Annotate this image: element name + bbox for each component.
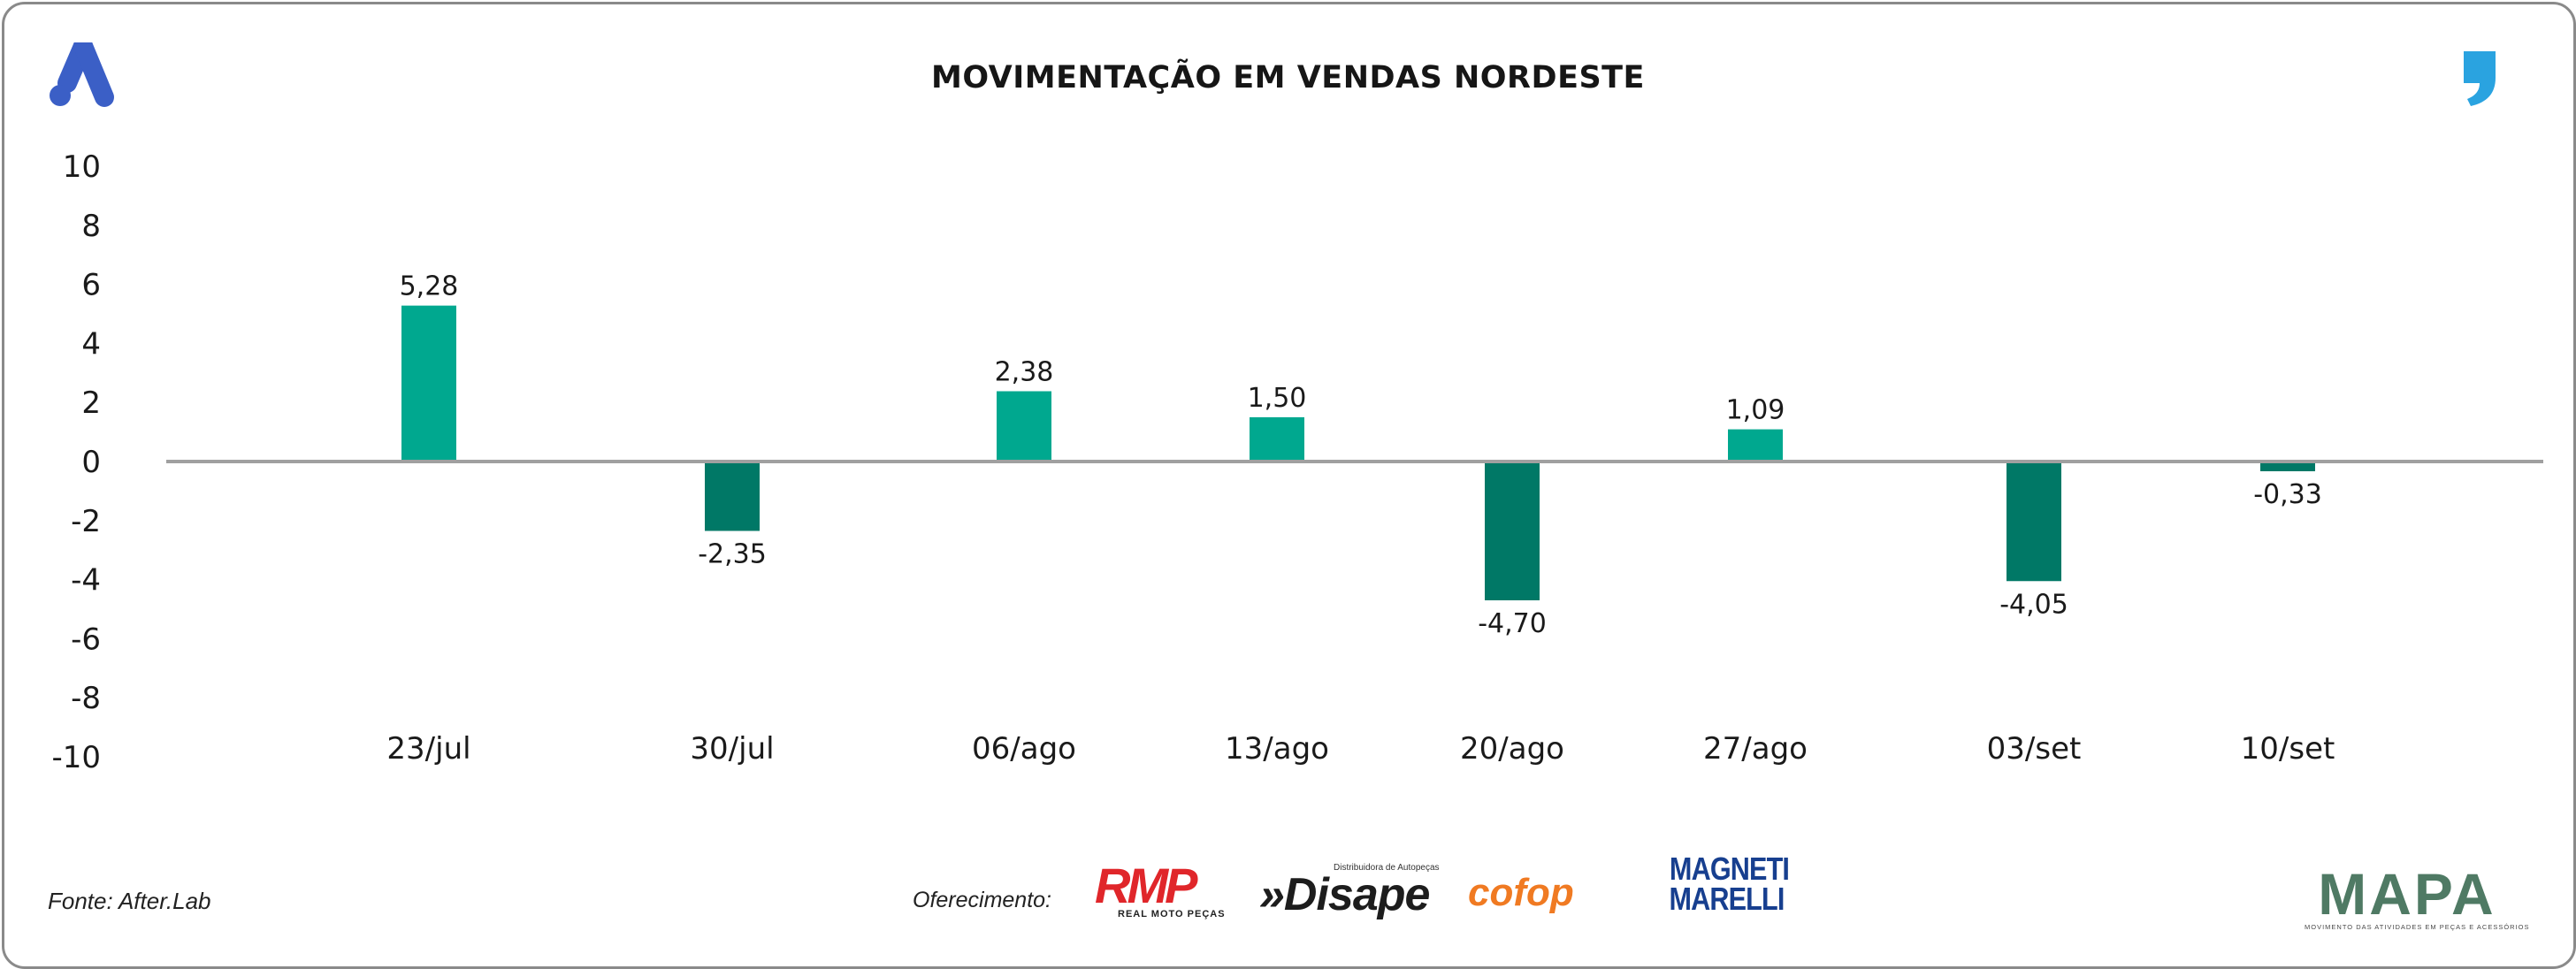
data-label: 1,50	[1248, 383, 1307, 414]
data-label: 2,38	[995, 357, 1054, 388]
bar	[2007, 462, 2061, 582]
rmp-subtitle: REAL MOTO PEÇAS	[1118, 909, 1226, 919]
x-axis-labels: 23/jul 30/jul 06/ago 13/ago 20/ago 27/ago 03/s…	[386, 731, 2335, 767]
sponsor-label: Oferecimento:	[913, 888, 1052, 912]
y-tick-label: 0	[81, 445, 101, 480]
quote-icon	[2464, 51, 2496, 106]
cofop-mark: cofop	[1468, 871, 1574, 914]
x-tick-label: 13/ago	[1225, 731, 1329, 767]
magneti-marelli-logo: MAGNETI MARELLI	[1659, 851, 1792, 921]
y-tick-label: -10	[51, 740, 101, 775]
disape-subtitle: Distribuidora de Autopeças	[1334, 863, 1440, 873]
data-label: -2,35	[698, 538, 767, 569]
bars	[401, 305, 2315, 600]
source-note: Fonte: After.Lab	[48, 888, 211, 914]
y-tick-label: -8	[71, 681, 101, 716]
data-label: -0,33	[2253, 479, 2322, 510]
mapa-logo: MAPA MOVIMENTO DAS ATIVIDADES EM PEÇAS E…	[2305, 861, 2530, 935]
x-tick-label: 03/set	[1987, 731, 2082, 767]
x-tick-label: 23/jul	[386, 731, 470, 767]
data-label: 5,28	[400, 271, 459, 302]
bar	[1728, 429, 1783, 462]
rmp-mark: RMP	[1095, 858, 1197, 913]
y-tick-label: 2	[81, 385, 101, 421]
y-tick-label: -2	[71, 504, 101, 539]
y-axis-ticks: 10 8 6 4 2 0 -2 -4 -6 -8 -10	[51, 149, 101, 775]
y-tick-label: -6	[71, 622, 101, 657]
mapa-mark: MAPA	[2318, 861, 2496, 927]
brand-logo-icon	[50, 42, 114, 107]
x-tick-label: 10/set	[2241, 731, 2335, 767]
x-tick-label: 27/ago	[1703, 731, 1808, 767]
bar	[997, 391, 1051, 462]
mapa-subtitle: MOVIMENTO DAS ATIVIDADES EM PEÇAS E ACES…	[2305, 923, 2530, 931]
disape-mark: »Disape	[1259, 869, 1430, 920]
magneti-line1: MAGNETI	[1669, 851, 1790, 887]
disape-logo: Distribuidora de Autopeças »Disape	[1259, 863, 1445, 925]
y-tick-label: 6	[81, 268, 101, 303]
x-tick-label: 06/ago	[972, 731, 1076, 767]
x-tick-label: 20/ago	[1460, 731, 1564, 767]
bar	[1250, 416, 1304, 462]
bar	[401, 305, 456, 462]
data-label: -4,70	[1478, 608, 1547, 639]
y-tick-label: -4	[71, 563, 101, 599]
bar	[1485, 462, 1540, 600]
chart-title: MOVIMENTAÇÃO EM VENDAS NORDESTE	[931, 60, 1645, 95]
y-tick-label: 10	[63, 149, 101, 185]
bar	[2260, 462, 2315, 472]
rmp-logo: RMP REAL MOTO PEÇAS	[1095, 858, 1236, 925]
y-tick-label: 4	[81, 326, 101, 362]
value-labels: 5,28 -2,35 2,38 1,50 -4,70 1,09 -4,05 -0,33	[400, 271, 2322, 639]
data-label: 1,09	[1726, 395, 1785, 426]
cofop-logo: cofop	[1468, 868, 1645, 921]
data-label: -4,05	[1999, 589, 2068, 620]
x-tick-label: 30/jul	[690, 731, 774, 767]
magneti-line2: MARELLI	[1669, 881, 1785, 917]
bar	[705, 462, 760, 531]
y-tick-label: 8	[81, 209, 101, 244]
